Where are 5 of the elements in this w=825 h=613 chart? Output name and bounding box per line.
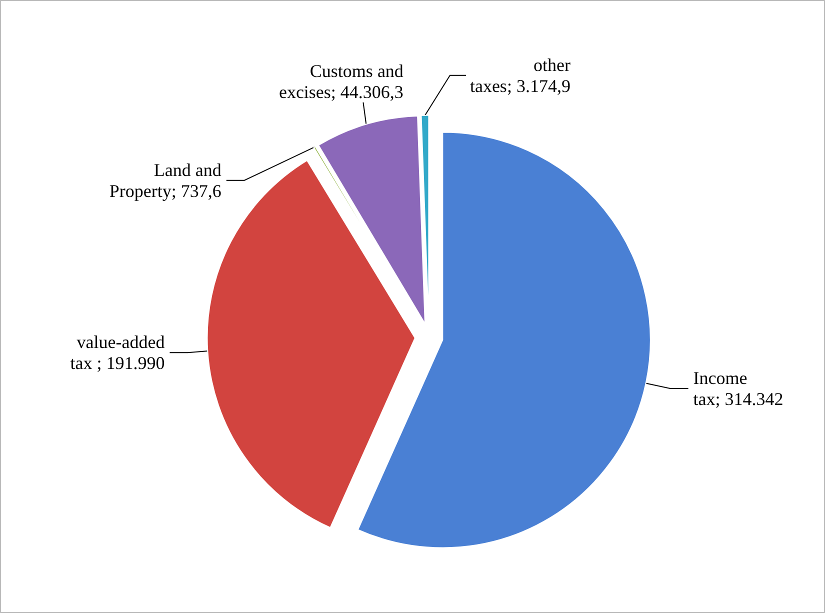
slice-label: Customs and excises; 44.306,3 bbox=[278, 60, 404, 102]
slice-label: value-added tax ; 191.990 bbox=[70, 332, 165, 374]
slice-label: Land and Property; 737,6 bbox=[109, 160, 222, 201]
slice-label: other taxes; 3.174,9 bbox=[470, 54, 570, 96]
slice-label: Income tax; 314.342 bbox=[693, 368, 784, 409]
